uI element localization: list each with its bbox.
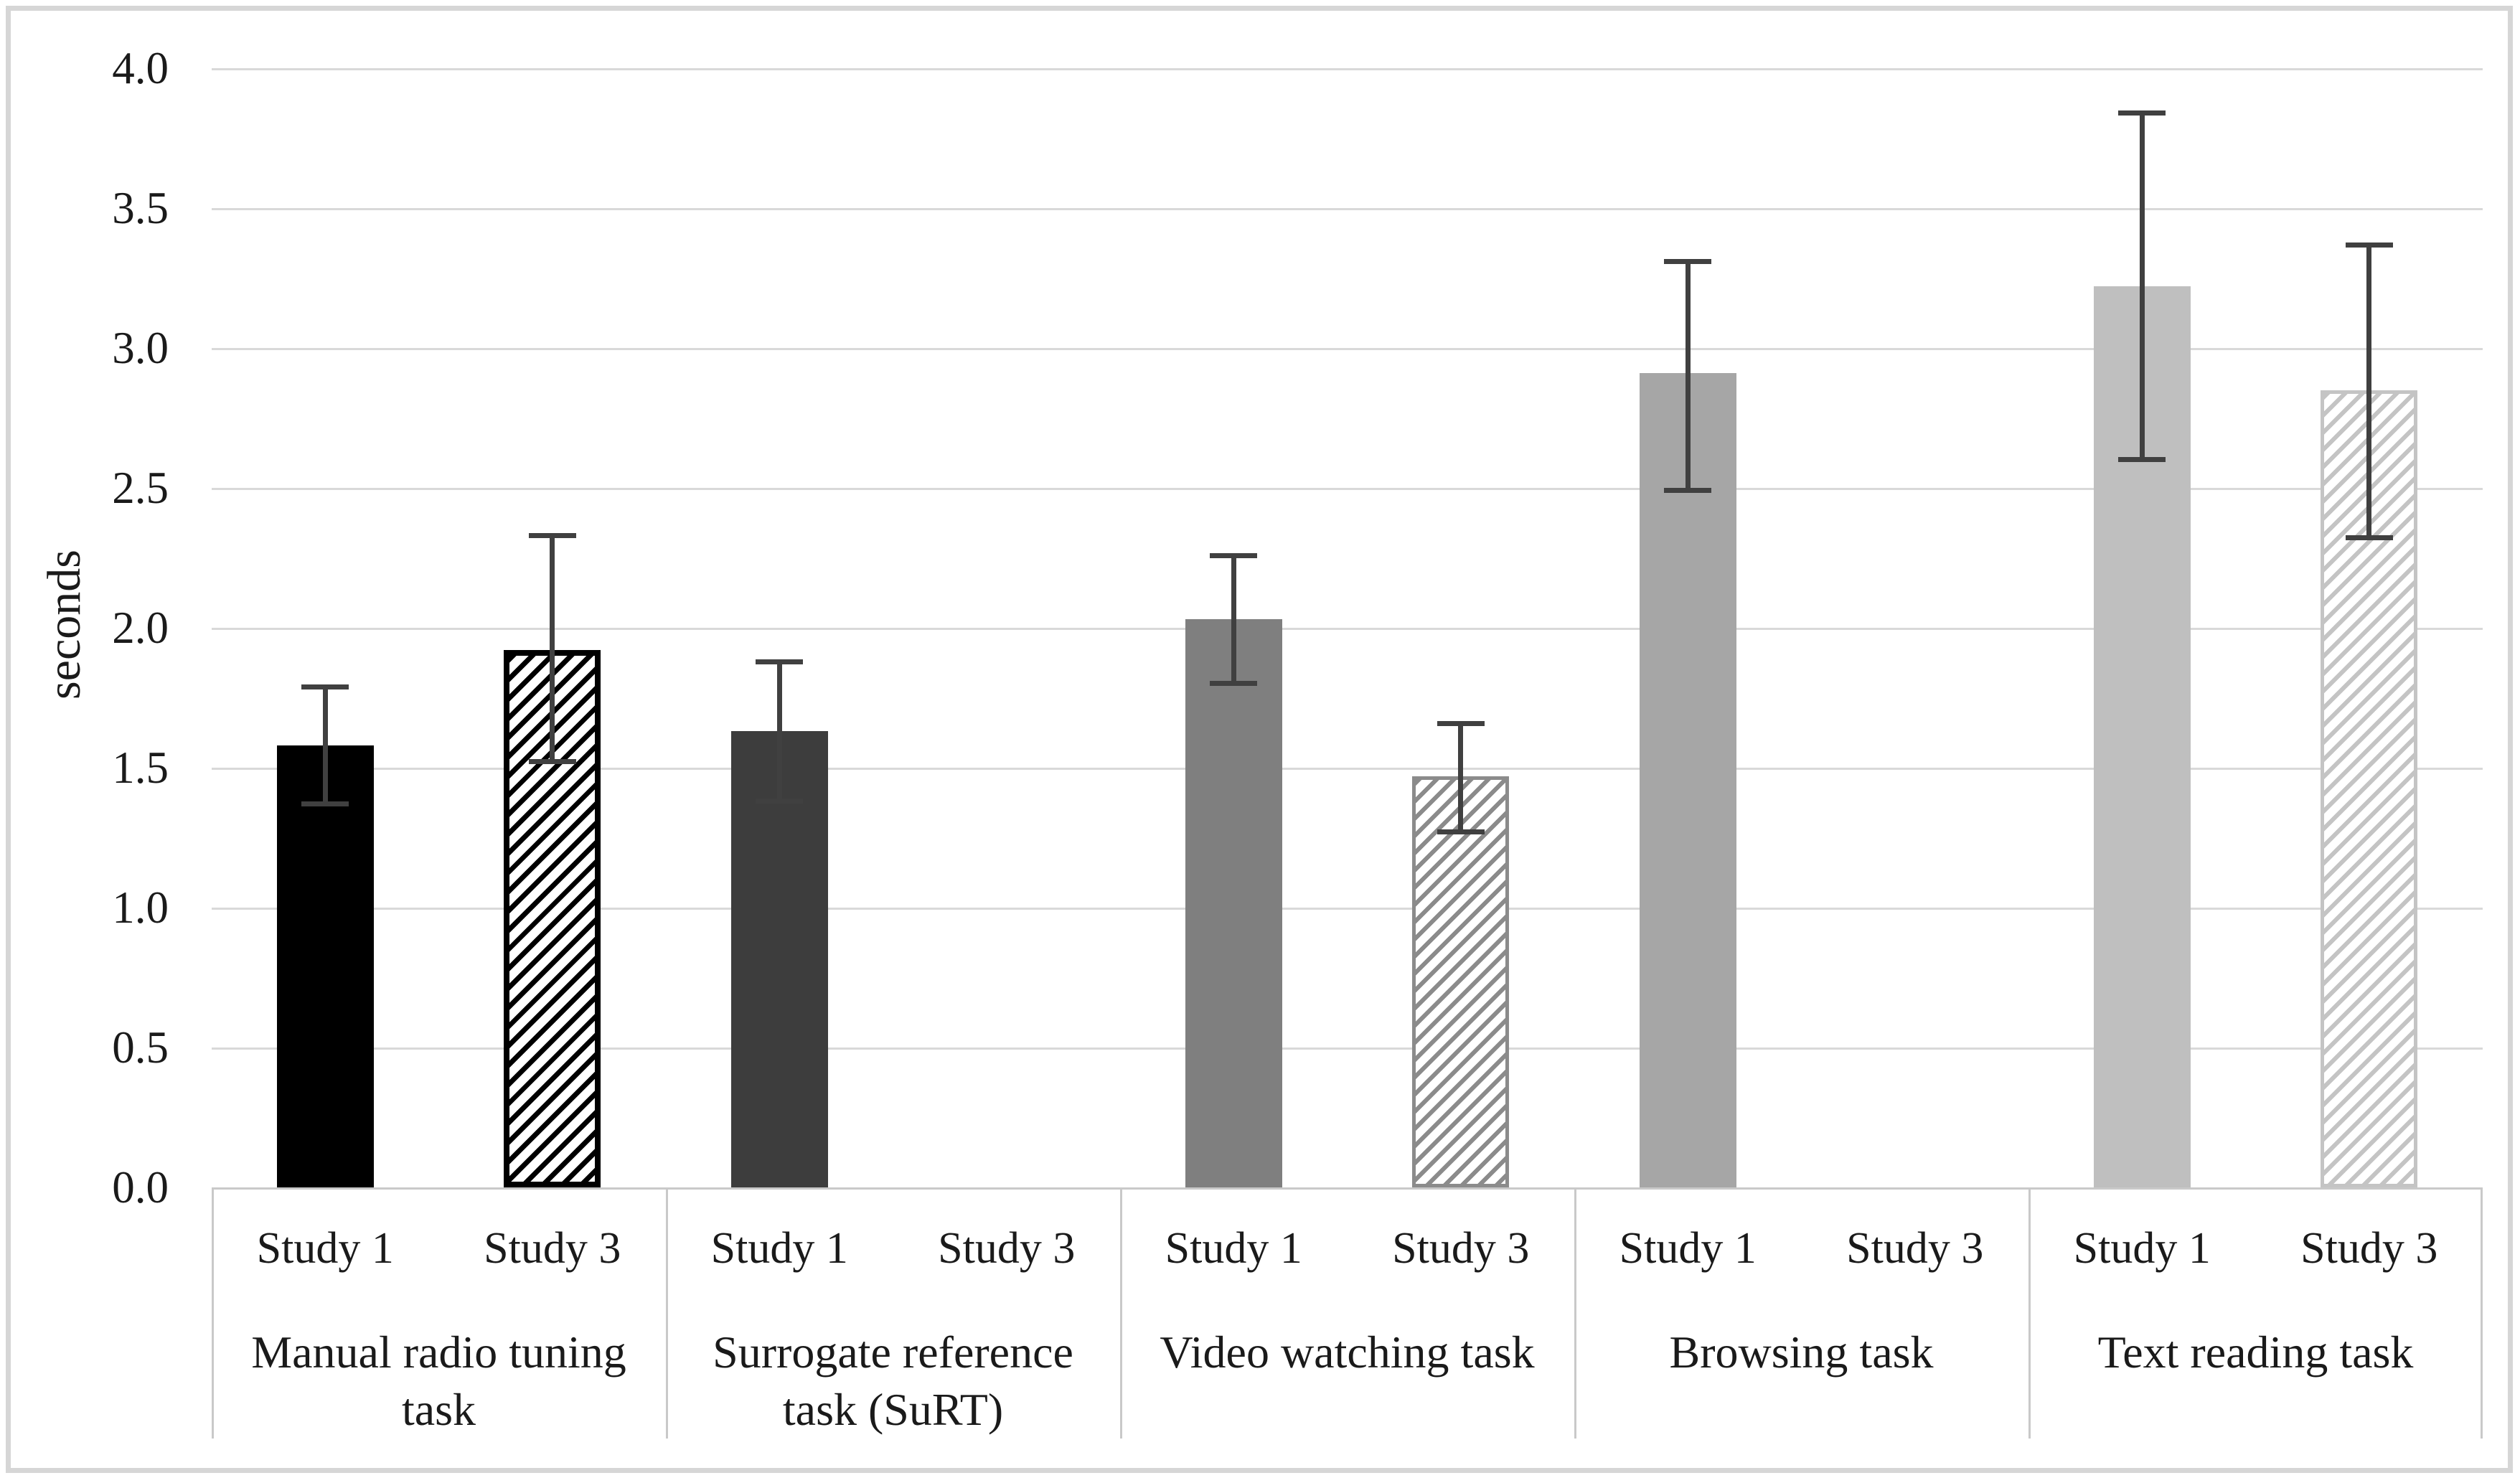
error-bar-cap-bottom bbox=[1437, 829, 1485, 834]
error-bar-line bbox=[776, 661, 782, 801]
group-separator bbox=[666, 1187, 668, 1439]
error-bar-line bbox=[1685, 261, 1691, 491]
group-label-1: Manual radio tuning task bbox=[251, 1327, 626, 1435]
bar-video-watching-task-study-3 bbox=[1412, 776, 1510, 1187]
study-label-5-2: Study 3 bbox=[2300, 1224, 2438, 1273]
gridline-2.5 bbox=[212, 488, 2483, 490]
error-bar-cap-top bbox=[528, 533, 576, 539]
study-label-1-2: Study 3 bbox=[484, 1224, 621, 1273]
group-separator bbox=[212, 1187, 214, 1439]
y-tick-label-0.0: 0.0 bbox=[112, 1162, 169, 1213]
bar-surrogate-reference-task-surt--study-1 bbox=[730, 731, 828, 1187]
gridline-4.0 bbox=[212, 68, 2483, 70]
y-tick-label-2.0: 2.0 bbox=[112, 603, 169, 653]
study-label-5-1: Study 1 bbox=[2073, 1224, 2211, 1273]
error-bar-line bbox=[1231, 555, 1236, 684]
y-tick-label-1.5: 1.5 bbox=[112, 743, 169, 793]
error-bar-line bbox=[322, 686, 328, 804]
study-label-2-1: Study 1 bbox=[710, 1224, 848, 1273]
bar-video-watching-task-study-1 bbox=[1185, 619, 1282, 1187]
gridline-1.5 bbox=[212, 768, 2483, 770]
study-label-3-1: Study 1 bbox=[1165, 1224, 1302, 1273]
error-bar-cap-bottom bbox=[301, 801, 349, 806]
gridline-3.5 bbox=[212, 208, 2483, 210]
gridline-2.0 bbox=[212, 628, 2483, 630]
study-label-1-1: Study 1 bbox=[256, 1224, 394, 1273]
error-bar-cap-top bbox=[301, 684, 349, 689]
study-label-2-2: Study 3 bbox=[938, 1224, 1076, 1273]
y-tick-label-3.5: 3.5 bbox=[112, 183, 169, 233]
error-bar-line bbox=[2139, 113, 2145, 460]
error-bar-cap-bottom bbox=[2345, 535, 2393, 541]
gridline-0.5 bbox=[212, 1047, 2483, 1050]
error-bar-line bbox=[550, 535, 555, 763]
group-separator bbox=[1574, 1187, 1576, 1439]
y-tick-label-0.5: 0.5 bbox=[112, 1022, 169, 1073]
error-bar-cap-top bbox=[2345, 242, 2393, 248]
y-tick-label-1.0: 1.0 bbox=[112, 882, 169, 933]
error-bar-cap-bottom bbox=[1664, 487, 1712, 493]
error-bar-cap-bottom bbox=[756, 798, 804, 804]
group-separator bbox=[2481, 1187, 2483, 1439]
gridline-1.0 bbox=[212, 908, 2483, 910]
study-label-4-2: Study 3 bbox=[1846, 1224, 1984, 1273]
error-bar-cap-top bbox=[1437, 720, 1485, 726]
x-axis-baseline bbox=[212, 1187, 2483, 1190]
group-label-4: Browsing task bbox=[1669, 1327, 1934, 1378]
error-bar-cap-bottom bbox=[1210, 681, 1258, 686]
group-label-2: Surrogate reference task (SuRT) bbox=[713, 1327, 1073, 1435]
study-label-3-2: Study 3 bbox=[1392, 1224, 1530, 1273]
group-separator bbox=[1120, 1187, 1122, 1439]
error-bar-cap-bottom bbox=[528, 759, 576, 765]
error-bar-cap-top bbox=[2118, 110, 2166, 116]
y-tick-label-4.0: 4.0 bbox=[112, 43, 169, 93]
error-bar-cap-top bbox=[1210, 552, 1258, 558]
bar-browsing-task-study-1 bbox=[1639, 373, 1736, 1187]
group-separator bbox=[2028, 1187, 2031, 1439]
error-bar-cap-bottom bbox=[2118, 457, 2166, 462]
gridline-3.0 bbox=[212, 348, 2483, 350]
bar-manual-radio-tuning-task-study-1 bbox=[276, 745, 374, 1187]
error-bar-line bbox=[1458, 722, 1464, 832]
group-label-5: Text reading task bbox=[2097, 1327, 2414, 1378]
group-label-3: Video watching task bbox=[1160, 1327, 1535, 1378]
error-bar-line bbox=[2366, 244, 2372, 539]
study-label-4-1: Study 1 bbox=[1619, 1224, 1757, 1273]
error-bar-cap-top bbox=[756, 659, 804, 664]
error-bar-cap-top bbox=[1664, 259, 1712, 265]
y-tick-label-2.5: 2.5 bbox=[112, 463, 169, 513]
y-tick-label-3.0: 3.0 bbox=[112, 323, 169, 373]
